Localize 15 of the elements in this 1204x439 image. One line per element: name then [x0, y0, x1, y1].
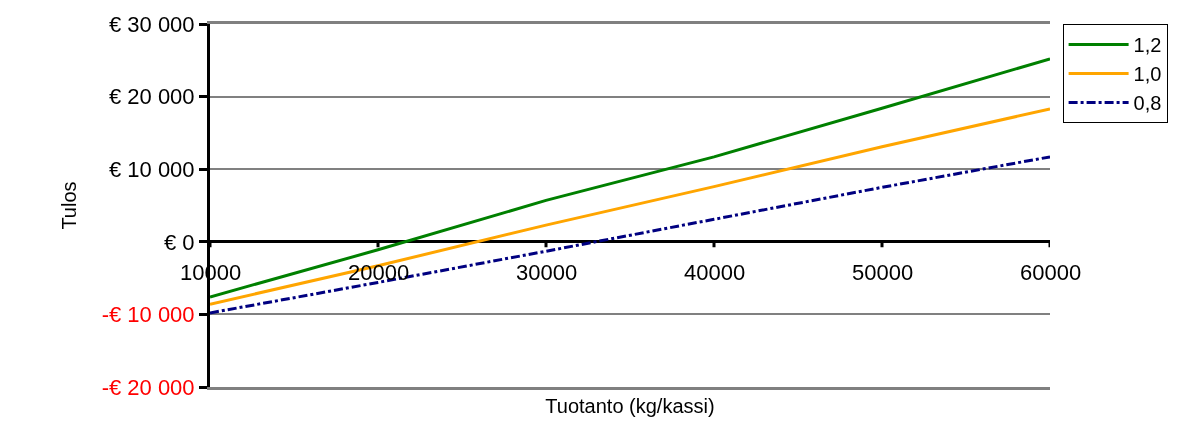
x-tick-label: 30000 [516, 260, 578, 285]
y-tick-label: -€ 10 000 [101, 302, 195, 328]
x-tick-label: 40000 [684, 260, 746, 285]
y-tick-label: € 10 000 [108, 156, 195, 182]
legend-label: 1,0 [1133, 63, 1162, 86]
x-tick-label: 50000 [852, 260, 914, 285]
y-axis-title: Tulos [58, 181, 81, 230]
y-tick-label: -€ 20 000 [101, 374, 195, 400]
legend-label: 0,8 [1133, 92, 1162, 115]
x-axis-title: Tuotanto (kg/kassi) [545, 394, 715, 417]
y-tick-label: € 0 [164, 229, 195, 255]
y-tick-label: € 30 000 [108, 11, 195, 37]
x-tick-label: 60000 [1020, 260, 1082, 285]
y-tick-label: € 20 000 [108, 84, 195, 110]
legend-label: 1,2 [1133, 34, 1162, 57]
